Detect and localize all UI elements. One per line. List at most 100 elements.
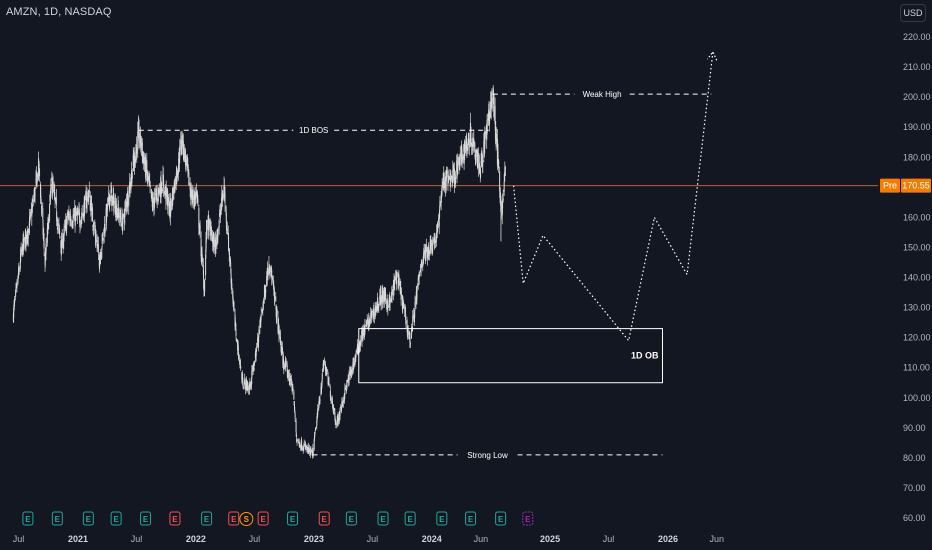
candle-body [109, 195, 111, 205]
candle-body [205, 240, 207, 243]
candle-body [52, 183, 54, 187]
event-marker-box [287, 511, 299, 526]
event-marker-letter: E [322, 515, 328, 524]
event-marker-upcoming[interactable]: E [522, 511, 534, 526]
candle-body [317, 408, 319, 415]
event-marker-earnings[interactable]: E [404, 511, 416, 526]
candle-body [310, 450, 312, 452]
candle-body [491, 91, 493, 99]
candle-body [131, 173, 133, 179]
candle-body [369, 319, 371, 324]
event-marker-box [404, 511, 416, 526]
x-tick-label: Jun [474, 534, 489, 544]
event-marker-earnings[interactable]: E [51, 511, 63, 526]
event-marker-earnings[interactable]: E [140, 511, 152, 526]
event-marker-earnings[interactable]: E [377, 511, 389, 526]
candle-body [172, 187, 174, 201]
event-marker-split[interactable]: S [239, 512, 254, 526]
event-marker-earnings[interactable]: E [287, 511, 299, 526]
candle-body [493, 90, 495, 104]
candle-body [113, 192, 115, 195]
candle-body [467, 146, 469, 151]
candle-body [15, 290, 17, 297]
candle-body [292, 386, 294, 390]
candle-body [135, 150, 137, 160]
candle-body [34, 187, 36, 197]
y-tick-label: 180.00 [903, 152, 931, 162]
event-marker-earnings[interactable]: E [201, 511, 213, 526]
candle-body [290, 376, 292, 381]
bos-level[interactable]: 1D BOS [138, 126, 489, 135]
candle-body [380, 290, 382, 292]
event-marker-earnings[interactable]: E [436, 511, 448, 526]
candle-body [286, 362, 288, 368]
candle-body [312, 450, 314, 455]
candle-body [70, 222, 72, 224]
candle-body [416, 285, 418, 288]
event-marker-earnings-miss[interactable]: E [228, 511, 240, 526]
candle-body [127, 194, 129, 206]
candle-body [504, 168, 506, 170]
event-marker-letter: E [172, 515, 178, 524]
candle-body [374, 307, 376, 317]
event-marker-earnings-miss[interactable]: E [257, 511, 269, 526]
candle-body [238, 352, 240, 360]
price-badge[interactable]: Pre 170.55 [880, 178, 931, 193]
y-axis[interactable]: 60.00 70.00 80.00 90.00 100.00 110.00 120.00 13… [903, 32, 931, 523]
event-marker-box [436, 511, 448, 526]
annotations[interactable]: 1D BOS Weak High Strong Low 1D OB [138, 50, 718, 460]
candle-body [492, 99, 494, 102]
candle-body [419, 273, 421, 276]
x-tick-label: 2022 [186, 534, 206, 544]
x-tick-label: Jun [710, 534, 725, 544]
candle-body [60, 241, 62, 248]
candle-body [97, 244, 99, 253]
event-marker-earnings[interactable]: E [465, 511, 477, 526]
candle-body [405, 313, 407, 320]
candle-body [41, 206, 43, 208]
price-badge-value-bg [901, 178, 931, 193]
candle-body [289, 381, 291, 382]
event-marker-earnings-miss[interactable]: E [169, 511, 181, 526]
candle-body [375, 302, 377, 308]
candle-body [265, 289, 267, 293]
candle-body [40, 198, 42, 204]
y-tick-label: 140.00 [903, 273, 931, 283]
candle-body [233, 307, 235, 309]
event-marker-earnings[interactable]: E [495, 511, 507, 526]
candle-body [186, 156, 188, 158]
event-marker-earnings[interactable]: E [110, 511, 122, 526]
candle-body [217, 229, 219, 231]
x-axis[interactable]: Jul 2021 Jul 2022 Jul 2023 Jul 2024 Jun 2025 Jul 20… [13, 534, 724, 544]
candle-body [129, 181, 131, 189]
candle-body [434, 240, 436, 243]
order-block[interactable]: 1D OB [358, 328, 664, 384]
candle-body [337, 414, 339, 424]
candle-body [296, 440, 298, 441]
event-marker-earnings[interactable]: E [82, 511, 94, 526]
candle-body [274, 297, 276, 299]
candle-body [237, 344, 239, 351]
candle-body [101, 234, 103, 244]
candle-body [84, 196, 86, 214]
candle-body [31, 211, 33, 217]
event-marker-earnings[interactable]: E [345, 511, 357, 526]
candle-body [477, 153, 479, 168]
candle-body [145, 160, 147, 175]
event-marker-box [82, 511, 94, 526]
currency-button[interactable]: USD [900, 4, 926, 22]
candle-body [345, 386, 347, 388]
strong-low-level[interactable]: Strong Low [312, 451, 663, 460]
event-marker-letter: E [143, 515, 149, 524]
event-marker-letter: E [349, 515, 355, 524]
candle-body [450, 175, 452, 179]
candle-body [450, 174, 452, 176]
weak-high-level[interactable]: Weak High [492, 90, 712, 99]
event-marker-earnings-miss[interactable]: E [318, 511, 330, 526]
candle-body [494, 106, 496, 125]
y-tick-label: 160.00 [903, 212, 931, 222]
candle-body [353, 362, 355, 366]
event-marker-earnings[interactable]: E [22, 511, 34, 526]
